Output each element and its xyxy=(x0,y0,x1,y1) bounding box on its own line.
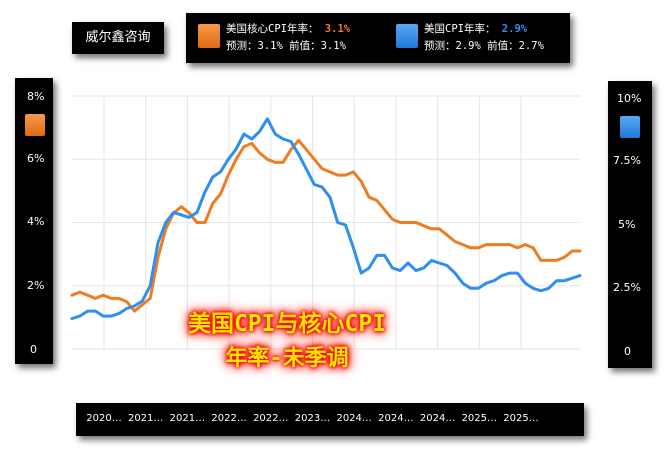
series-line-cpi xyxy=(70,117,582,321)
legend-name-cpi: 美国CPI年率： xyxy=(424,23,496,35)
x-tick-label: 2022… xyxy=(253,413,289,424)
x-tick-label: 2020… xyxy=(86,413,122,424)
left-tick-label: 6% xyxy=(27,152,45,165)
x-tick-label: 2024… xyxy=(419,413,456,424)
left-tick-label: 8% xyxy=(27,90,45,103)
right-tick-label: 10% xyxy=(617,92,642,105)
x-tick-label: 2021… xyxy=(169,413,206,424)
x-tick-label: 2021… xyxy=(127,413,164,424)
legend-swatch-core-cpi xyxy=(198,24,220,48)
right-tick-label: 7.5% xyxy=(613,154,641,167)
legend-value-cpi: 2.9% xyxy=(501,23,528,35)
brand-text: 威尔鑫咨询 xyxy=(85,30,151,45)
left-tick-label: 0 xyxy=(30,343,37,356)
x-tick-label: 2025… xyxy=(503,413,539,424)
x-tick-label: 2025… xyxy=(461,413,498,424)
brand-box: 威尔鑫咨询 xyxy=(72,22,164,54)
legend-value-core-cpi: 3.1% xyxy=(324,23,351,35)
x-tick-label: 2023… xyxy=(294,413,331,424)
series-line-core-cpi xyxy=(70,138,582,313)
right-tick-label: 5% xyxy=(618,218,636,231)
legend-forecast-cpi: 预测：2.9% 前值：2.7% xyxy=(424,40,544,52)
legend: 美国核心CPI年率： 3.1% 预测：3.1% 前值：3.1% 美国CPI年率：… xyxy=(186,13,570,63)
x-tick-label: 2024… xyxy=(378,413,414,424)
left-y-axis: 8% 6% 4% 2% 0 xyxy=(15,78,53,364)
right-tick-label: 0 xyxy=(624,345,631,358)
left-tick-label: 4% xyxy=(27,215,45,228)
right-tick-label: 2.5% xyxy=(613,281,641,294)
series-lines xyxy=(70,117,582,321)
legend-name-core-cpi: 美国核心CPI年率： xyxy=(226,23,319,35)
chart-title-line2: 年率-未季调 xyxy=(225,346,349,371)
legend-swatch-cpi xyxy=(396,24,418,48)
x-tick-label: 2024… xyxy=(336,413,372,424)
grid xyxy=(72,95,580,350)
x-tick-label: 2022… xyxy=(211,413,247,424)
chart-title-line1: 美国CPI与核心CPI xyxy=(187,311,387,337)
left-axis-swatch xyxy=(25,114,45,136)
left-tick-label: 2% xyxy=(27,279,45,292)
right-axis-swatch xyxy=(620,116,640,138)
legend-forecast-core-cpi: 预测：3.1% 前值：3.1% xyxy=(226,40,346,52)
x-axis: 2020… 2021… 2021… 2022… 2022… 2023… 2024… 2024…… xyxy=(76,403,584,436)
right-y-axis: 10% 7.5% 5% 2.5% 0 xyxy=(608,81,652,368)
